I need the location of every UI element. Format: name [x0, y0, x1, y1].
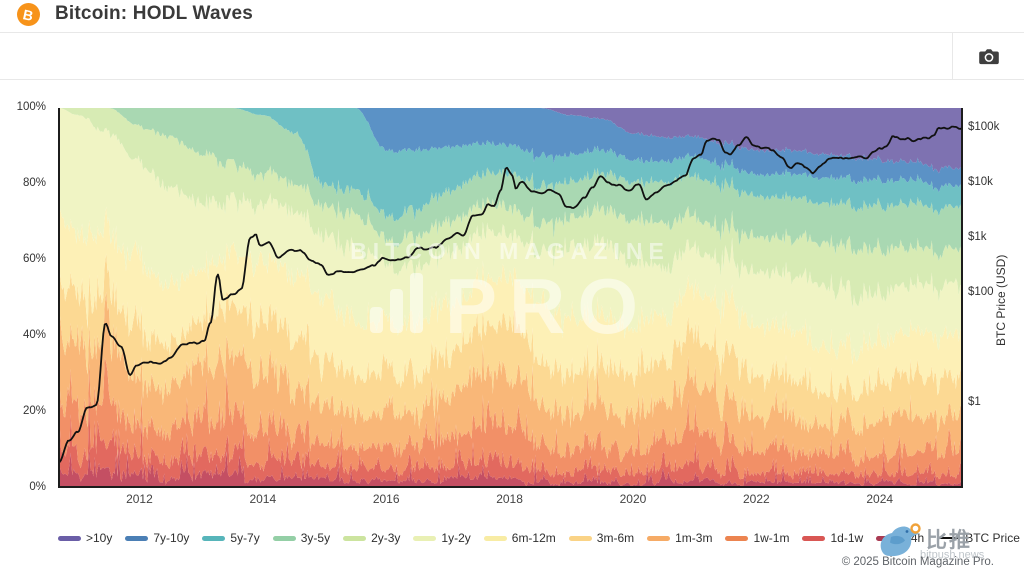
- plot-area: [58, 108, 963, 488]
- band-3y-5y: [58, 108, 963, 261]
- band-3m-6m: [58, 253, 963, 438]
- legend-swatch: [413, 535, 437, 541]
- band-2y-3y: [58, 108, 963, 309]
- twitter-bird-icon: [880, 523, 921, 557]
- bitcoin-icon: B: [17, 3, 40, 26]
- legend-item-5y-7y[interactable]: 5y-7y: [202, 531, 260, 545]
- legend-swatch: [202, 535, 226, 541]
- legend-label: 1m-3m: [675, 531, 713, 545]
- legend-item-3y-5y[interactable]: 3y-5y: [272, 531, 331, 545]
- bitpush-name: 比推: [926, 529, 972, 552]
- band->10y: [58, 108, 963, 174]
- legend-swatch: [343, 535, 367, 541]
- year-axis-tick: 2016: [372, 492, 400, 506]
- legend-label: 5y-7y: [230, 531, 260, 545]
- bitpush-domain: bitpush.news: [920, 549, 985, 561]
- title-bar: B Bitcoin: HODL Waves: [0, 0, 1024, 32]
- btc-price-line: [58, 125, 963, 464]
- band-1y-2y: [58, 108, 963, 365]
- legend-item->10y[interactable]: >10y: [58, 531, 112, 545]
- percent-axis-tick: 60%: [22, 253, 46, 265]
- percent-axis-tick: 80%: [22, 177, 46, 189]
- plot-frame: [58, 108, 963, 488]
- year-axis-tick: 2024: [866, 492, 894, 506]
- legend-label: 1d-1w: [830, 531, 864, 545]
- year-axis-tick: 2014: [249, 492, 277, 506]
- legend-label: 2y-3y: [371, 531, 401, 545]
- chart-toolbar: [0, 32, 1024, 80]
- legend-label: 3m-6m: [596, 531, 635, 545]
- legend-item-1d-1w[interactable]: 1d-1w: [802, 531, 863, 545]
- legend-swatch: [725, 535, 749, 541]
- legend-label: >10y: [86, 531, 113, 545]
- band-1m-3m: [58, 291, 963, 468]
- band-5y-7y: [58, 108, 963, 222]
- price-axis-tick: $10k: [968, 176, 993, 188]
- price-axis-title: BTC Price (USD): [994, 254, 1008, 346]
- legend-item-1y-2y[interactable]: 1y-2y: [413, 531, 471, 545]
- page-title: Bitcoin: HODL Waves: [55, 3, 254, 24]
- legend-item-3m-6m[interactable]: 3m-6m: [568, 531, 635, 545]
- legend-swatch: [802, 535, 826, 541]
- legend-label: 7y-10y: [153, 531, 190, 545]
- band-24h: [58, 448, 963, 488]
- toolbar-right-cell: [952, 33, 1024, 79]
- camera-icon: [978, 48, 999, 64]
- year-axis-tick: 2022: [742, 492, 770, 506]
- percent-axis-tick: 100%: [16, 101, 46, 113]
- legend-swatch: [647, 535, 671, 541]
- percent-axis-tick: 40%: [22, 329, 46, 341]
- legend-swatch: [58, 535, 81, 541]
- legend-swatch: [272, 535, 296, 541]
- legend-label: 1y-2y: [441, 531, 471, 545]
- legend-swatch: [937, 537, 961, 539]
- price-axis-tick: $100: [968, 286, 994, 298]
- band-1d-1w: [58, 396, 963, 487]
- legend-item-BTC Price[interactable]: BTC Price: [937, 531, 1020, 545]
- coin-icon: [910, 523, 921, 534]
- band-7y-10y: [58, 108, 963, 193]
- legend-swatch: [125, 535, 149, 541]
- legend-item-7y-10y[interactable]: 7y-10y: [125, 531, 189, 545]
- legend-label: 6m-12m: [511, 531, 556, 545]
- legend-item-1w-1m[interactable]: 1w-1m: [725, 531, 789, 545]
- legend-item-2y-3y[interactable]: 2y-3y: [343, 531, 400, 545]
- screenshot-camera-button[interactable]: [975, 44, 1003, 68]
- legend-swatch: [568, 535, 592, 541]
- legend-item-1m-3m[interactable]: 1m-3m: [647, 531, 712, 545]
- legend-label: 3y-5y: [300, 531, 331, 545]
- legend-label: 1w-1m: [753, 531, 790, 545]
- percent-axis-tick: 0%: [29, 481, 46, 493]
- price-axis-tick: $1: [968, 396, 981, 408]
- year-axis-tick: 2018: [496, 492, 523, 506]
- legend-label: BTC Price: [965, 531, 1020, 545]
- percent-axis-tick: 20%: [22, 405, 46, 417]
- legend-swatch: [483, 535, 507, 541]
- year-axis-tick: 2012: [126, 492, 153, 506]
- price-axis-tick: $100k: [968, 120, 1000, 133]
- copyright: © 2025 Bitcoin Magazine Pro.: [841, 556, 994, 568]
- year-axis-tick: 2020: [619, 492, 647, 506]
- price-axis-tick: $1k: [968, 231, 987, 243]
- band-1w-1m: [58, 357, 963, 480]
- band-6m-12m: [58, 206, 963, 403]
- chart-legend: >10y 7y-10y 5y-7y 3y-5y 2y-3y 1y-2y 6m-12m 3m-6…: [58, 531, 1020, 545]
- legend-item-6m-12m[interactable]: 6m-12m: [483, 531, 556, 545]
